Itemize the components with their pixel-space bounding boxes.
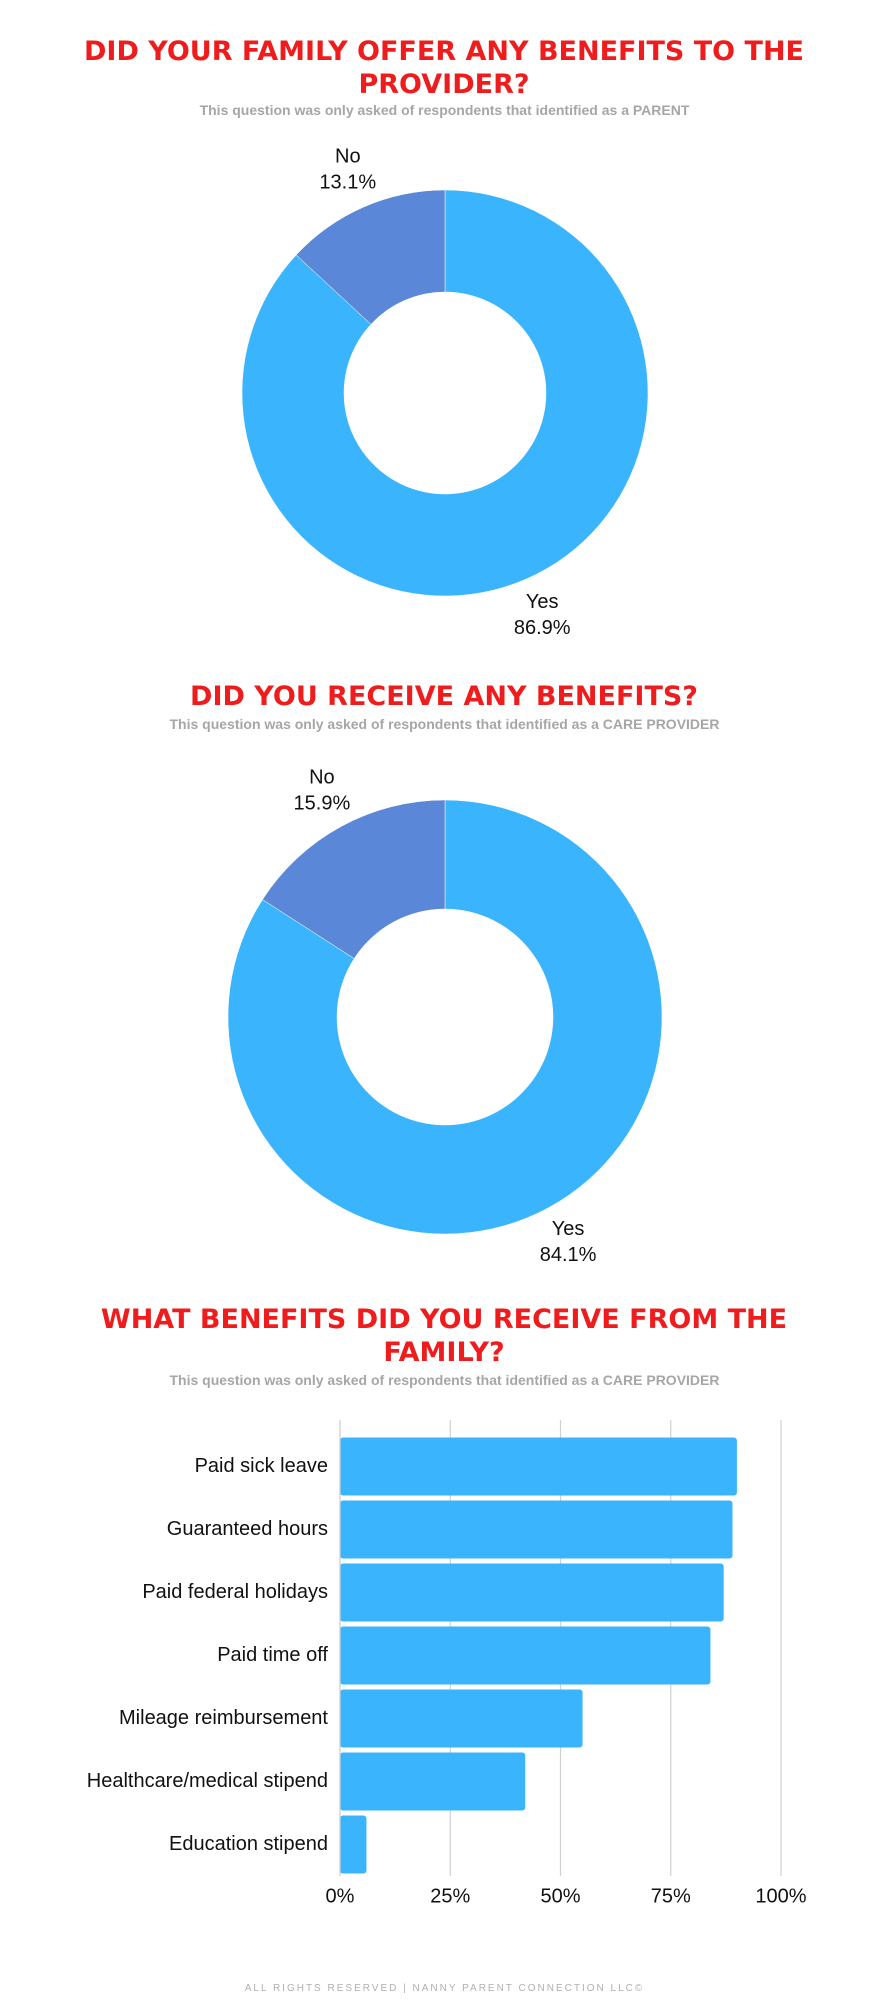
y-tick-label: Paid federal holidays [142, 1581, 328, 1603]
chart-subtitle: This question was only asked of responde… [169, 1372, 720, 1388]
slice-label: Yes [526, 591, 559, 613]
bar [340, 1563, 724, 1622]
x-tick-label: 25% [430, 1885, 470, 1907]
pie-slice [227, 799, 663, 1235]
x-tick-label: 75% [651, 1885, 691, 1907]
bar [340, 1437, 737, 1496]
value-label: 84.1% [540, 1244, 597, 1266]
bar [340, 1500, 733, 1559]
pie-slice [295, 189, 446, 325]
pie-slice [262, 799, 446, 959]
x-tick-label: 0% [326, 1885, 355, 1907]
x-tick-label: 50% [540, 1885, 580, 1907]
x-tick-label: 100% [755, 1885, 806, 1907]
slice-label: Yes [552, 1218, 585, 1240]
y-tick-label: Mileage reimbursement [119, 1707, 328, 1729]
bar [340, 1752, 526, 1811]
chart-title: WHAT BENEFITS DID YOU RECEIVE FROM THE F… [100, 1304, 788, 1368]
chart-title: DID YOU RECEIVE ANY BENEFITS? [190, 681, 698, 712]
chart-subtitle: This question was only asked of responde… [199, 102, 690, 118]
footer: ALL RIGHTS RESERVED | NANNY PARENT CONNE… [244, 1983, 645, 1994]
slice-label: No [335, 146, 361, 168]
slice-label: No [309, 767, 335, 789]
bar [340, 1815, 367, 1874]
value-label: 86.9% [514, 617, 571, 639]
y-tick-label: Paid sick leave [195, 1455, 328, 1477]
y-tick-label: Education stipend [169, 1833, 328, 1855]
pie-slice [241, 189, 649, 597]
value-label: 13.1% [319, 172, 376, 194]
bar [340, 1689, 583, 1748]
value-label: 15.9% [294, 793, 351, 815]
y-tick-label: Healthcare/medical stipend [87, 1770, 328, 1792]
chart-subtitle: This question was only asked of responde… [169, 716, 720, 732]
bar [340, 1626, 711, 1685]
chart-title: DID YOUR FAMILY OFFER ANY BENEFITS TO TH… [84, 36, 804, 100]
y-tick-label: Paid time off [217, 1644, 328, 1666]
y-tick-label: Guaranteed hours [167, 1518, 328, 1540]
